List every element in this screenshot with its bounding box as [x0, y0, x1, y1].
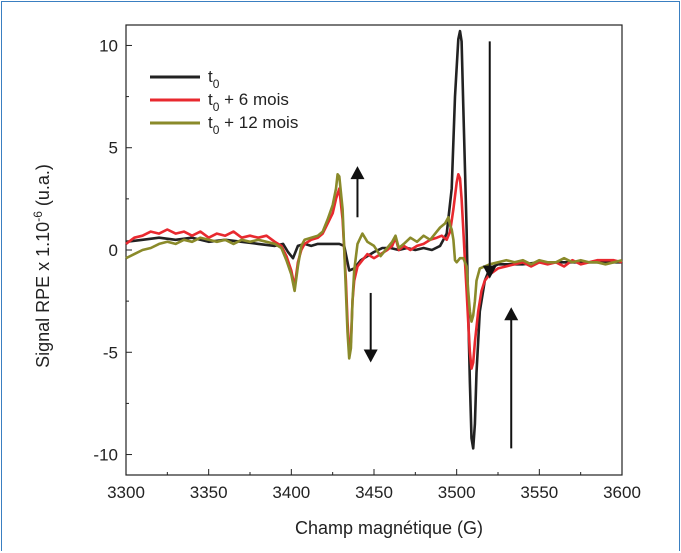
arrow-head — [504, 307, 519, 321]
x-tick-label: 3450 — [355, 483, 393, 502]
y-axis-title-exponent: -6 — [31, 211, 45, 222]
legend-label-rest: + 12 mois — [219, 113, 298, 132]
x-tick-label: 3350 — [190, 483, 228, 502]
y-axis-title-unit: (u.a.) — [33, 164, 53, 211]
legend-label-subscript: 0 — [213, 123, 220, 137]
x-tick-label: 3550 — [520, 483, 558, 502]
arrow-annotation-2 — [482, 41, 497, 279]
series-line-0 — [125, 29, 622, 450]
legend-label-main: t — [208, 67, 213, 86]
y-axis-title-main: Signal RPE x 1.10 — [33, 222, 53, 368]
legend-label-main: t — [208, 113, 213, 132]
arrow-head — [363, 349, 378, 363]
arrow-annotation-3 — [504, 307, 519, 449]
legend-label-main: t — [208, 90, 213, 109]
series-line-1 — [125, 173, 623, 370]
legend-label-0: t0 — [208, 67, 220, 91]
y-tick-label: -5 — [103, 343, 118, 362]
legend-label-1: t0 + 6 mois — [208, 90, 289, 114]
legend-label-subscript: 0 — [213, 77, 220, 91]
arrow-head — [482, 265, 497, 279]
plot-area — [125, 24, 623, 476]
x-tick-label: 3500 — [438, 483, 476, 502]
legend-label-rest: + 6 mois — [219, 90, 288, 109]
arrow-annotation-0 — [350, 166, 365, 218]
series-line-2 — [125, 173, 623, 360]
tick-layer: 3300 3350 3400 3450 3500 3550 3600 -10 -5 0 5 10 — [93, 36, 640, 502]
legend-label-subscript: 0 — [213, 100, 220, 114]
arrow-annotation-1 — [363, 292, 378, 363]
plot-frame — [125, 24, 623, 476]
x-tick-label: 3600 — [603, 483, 641, 502]
y-tick-label: 10 — [99, 36, 118, 55]
arrow-head — [350, 166, 365, 180]
legend-label-2: t0 + 12 mois — [208, 113, 298, 137]
y-tick-label: 5 — [109, 139, 118, 158]
x-tick-label: 3400 — [272, 483, 310, 502]
series-layer — [125, 29, 623, 450]
x-axis-title: Champ magnétique (G) — [295, 518, 483, 538]
y-tick-label: 0 — [109, 241, 118, 260]
annotation-layer — [350, 41, 519, 449]
y-axis-title: Signal RPE x 1.10-6 (u.a.) — [31, 164, 53, 368]
x-tick-label: 3300 — [107, 483, 145, 502]
y-tick-label: -10 — [93, 446, 118, 465]
